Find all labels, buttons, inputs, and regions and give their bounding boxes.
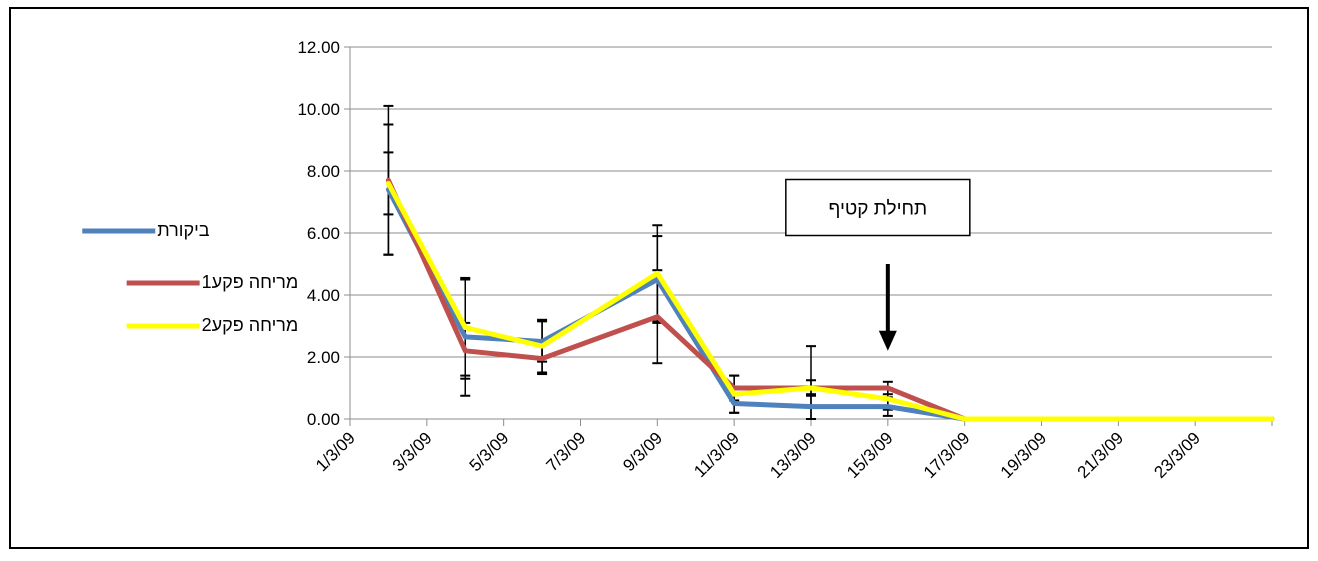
annotation-box — [785, 178, 971, 237]
y-tick-label: 0.00 — [307, 410, 340, 429]
y-tick-label: 12.00 — [297, 38, 340, 57]
y-tick-labels: 0.00 2.00 4.00 6.00 8.00 10.00 12.00 — [297, 38, 340, 429]
legend-label: ביקורת — [157, 220, 209, 240]
legend-entry: ביקורת — [82, 220, 210, 240]
legend-label: מריחה פקע2 — [202, 315, 299, 335]
y-tick-label: 2.00 — [307, 348, 340, 367]
annotation-text: תחילת קטיף — [828, 199, 927, 220]
series-lines — [385, 177, 1275, 422]
legend: ביקורת מריחה פקע1 מריחה פקע2 — [82, 220, 298, 335]
series-line-3 — [385, 180, 1275, 422]
y-tick-label: 6.00 — [307, 224, 340, 243]
y-tick-label: 4.00 — [307, 286, 340, 305]
annotation: תחילת קטיף — [785, 178, 971, 351]
annotation-arrow-head — [878, 330, 897, 351]
legend-entry: מריחה פקע1 — [126, 272, 299, 292]
y-tick-label: 10.00 — [297, 100, 340, 119]
legend-label: מריחה פקע1 — [202, 272, 299, 292]
y-tick-label: 8.00 — [307, 162, 340, 181]
legend-entry: מריחה פקע2 — [126, 315, 299, 335]
